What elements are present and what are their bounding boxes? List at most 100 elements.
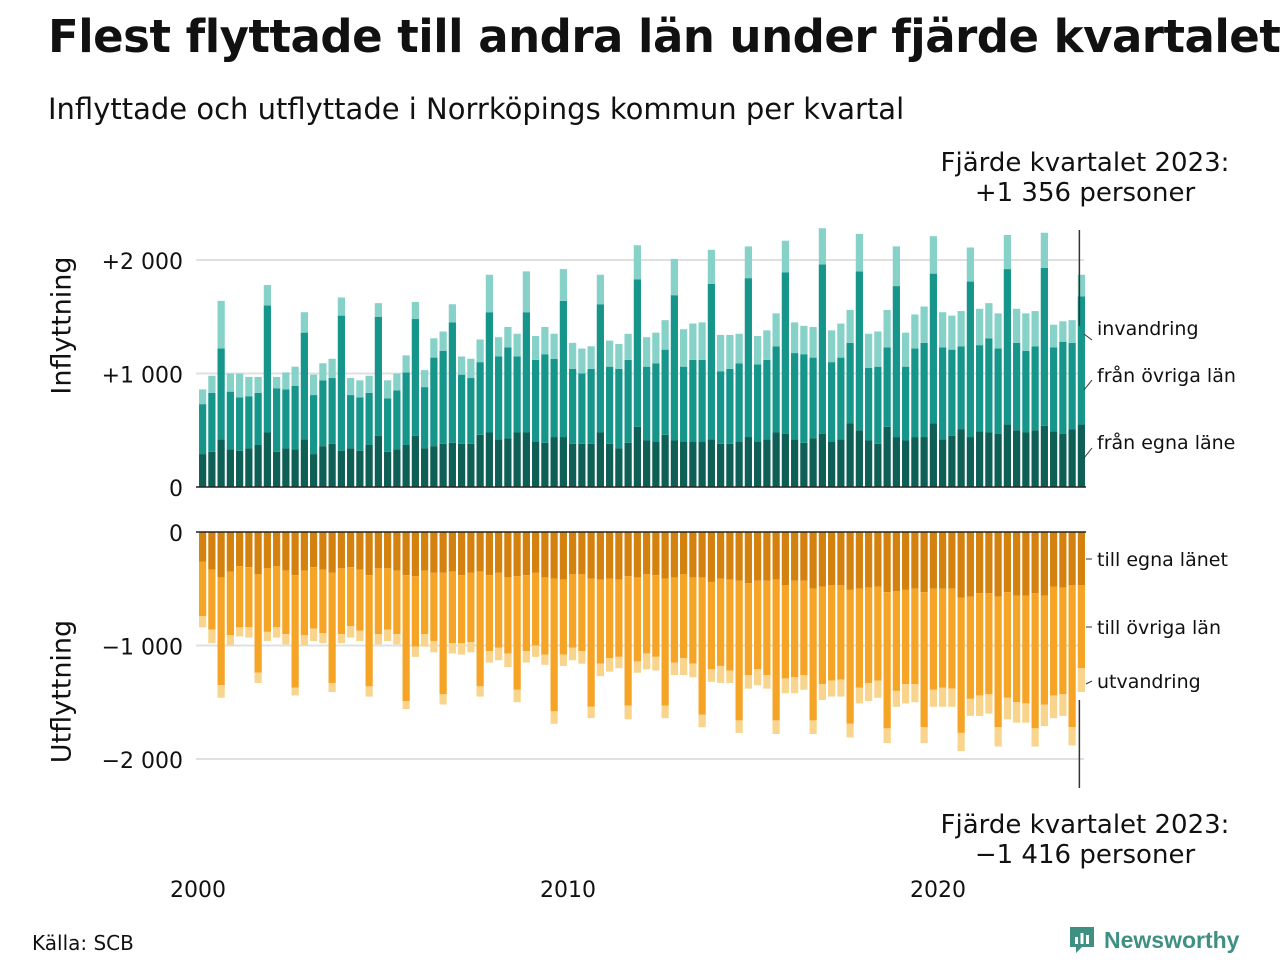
bar-in-2: [865, 333, 873, 368]
bar-in-2: [920, 306, 928, 343]
series-label-bottom: till egna länet: [1097, 549, 1228, 571]
bar-in-1: [226, 391, 234, 450]
bar-in-2: [855, 233, 863, 272]
bar-out-0: [522, 532, 530, 576]
bar-in-1: [374, 316, 382, 436]
bar-in-2: [485, 274, 493, 313]
bar-in-2: [337, 297, 345, 316]
bar-in-2: [513, 333, 521, 357]
bar-out-0: [976, 532, 984, 594]
bar-out-1: [781, 585, 789, 679]
bar-in-0: [384, 451, 392, 487]
bar-in-0: [208, 451, 216, 487]
bar-in-2: [985, 303, 993, 339]
bar-out-0: [513, 532, 521, 577]
bar-out-1: [522, 575, 530, 652]
bar-in-0: [809, 438, 817, 487]
bar-out-1: [744, 583, 752, 676]
bar-in-1: [892, 286, 900, 438]
bar-out-0: [1050, 532, 1058, 587]
bar-out-2: [319, 633, 327, 644]
bar-out-1: [800, 580, 808, 676]
bar-in-1: [476, 362, 484, 435]
bar-in-0: [236, 450, 244, 487]
bar-in-2: [1077, 274, 1085, 297]
bar-in-0: [818, 433, 826, 487]
bar-out-1: [689, 577, 697, 664]
bar-out-1: [319, 569, 327, 634]
bar-in-2: [263, 284, 271, 306]
bar-out-1: [966, 596, 974, 699]
bar-in-1: [855, 271, 863, 431]
bar-out-1: [310, 567, 318, 629]
bar-out-1: [948, 588, 956, 689]
bar-out-0: [578, 532, 586, 574]
bar-out-2: [596, 663, 604, 677]
bar-out-0: [994, 532, 1002, 597]
bar-out-0: [929, 532, 937, 589]
bar-out-1: [772, 579, 780, 721]
bar-out-2: [791, 677, 799, 694]
bar-in-1: [587, 368, 595, 444]
bar-out-0: [606, 532, 614, 579]
bar-in-0: [791, 439, 799, 487]
bar-in-1: [448, 322, 456, 443]
bar-out-1: [199, 561, 207, 616]
bar-out-1: [698, 577, 706, 715]
bar-in-1: [754, 364, 762, 442]
y-tick-label-bottom: −2 000: [102, 749, 183, 774]
bar-out-0: [744, 532, 752, 584]
bar-in-1: [902, 366, 910, 441]
bar-in-2: [328, 358, 336, 379]
bar-in-2: [273, 376, 281, 389]
bar-in-1: [411, 319, 419, 436]
bar-in-1: [781, 272, 789, 434]
bar-out-1: [328, 572, 336, 683]
bar-out-1: [374, 568, 382, 635]
bar-out-0: [393, 532, 401, 571]
bar-in-0: [633, 426, 641, 487]
bar-in-0: [707, 439, 715, 487]
bar-out-1: [1077, 585, 1085, 669]
bar-in-0: [587, 443, 595, 487]
bar-in-1: [920, 342, 928, 438]
label-leader: [1085, 680, 1093, 685]
bar-in-1: [467, 378, 475, 444]
bar-out-1: [532, 572, 540, 646]
callout-top-line1: Fjärde kvartalet 2023:: [940, 148, 1230, 178]
bar-in-1: [1003, 269, 1011, 425]
bar-in-2: [846, 309, 854, 343]
bar-in-0: [199, 454, 207, 487]
bar-in-0: [837, 439, 845, 487]
bar-out-0: [615, 532, 623, 580]
bar-in-0: [596, 432, 604, 487]
bar-in-1: [365, 392, 373, 446]
bar-in-2: [615, 343, 623, 369]
bar-out-2: [522, 651, 530, 663]
bar-out-0: [689, 532, 697, 578]
bar-in-1: [504, 347, 512, 439]
bar-in-0: [245, 448, 253, 487]
bar-out-2: [217, 685, 225, 698]
bar-in-2: [837, 323, 845, 358]
source-note: Källa: SCB: [32, 931, 134, 955]
y-tick-label-bottom: −1 000: [102, 636, 183, 661]
bar-out-0: [245, 532, 253, 568]
bar-out-2: [902, 684, 910, 704]
bar-in-2: [596, 274, 604, 305]
bar-out-2: [911, 684, 919, 703]
bar-in-1: [439, 350, 447, 444]
bar-out-2: [569, 647, 577, 661]
bar-in-1: [559, 300, 567, 438]
bar-out-2: [883, 728, 891, 744]
bar-in-2: [300, 312, 308, 333]
bar-out-2: [374, 634, 382, 645]
bar-out-1: [902, 589, 910, 685]
bar-in-0: [865, 440, 873, 487]
bar-out-2: [411, 646, 419, 657]
bar-out-1: [680, 574, 688, 658]
bar-out-0: [680, 532, 688, 574]
bar-in-1: [199, 404, 207, 455]
bar-out-2: [809, 720, 817, 735]
bar-out-0: [726, 532, 734, 580]
